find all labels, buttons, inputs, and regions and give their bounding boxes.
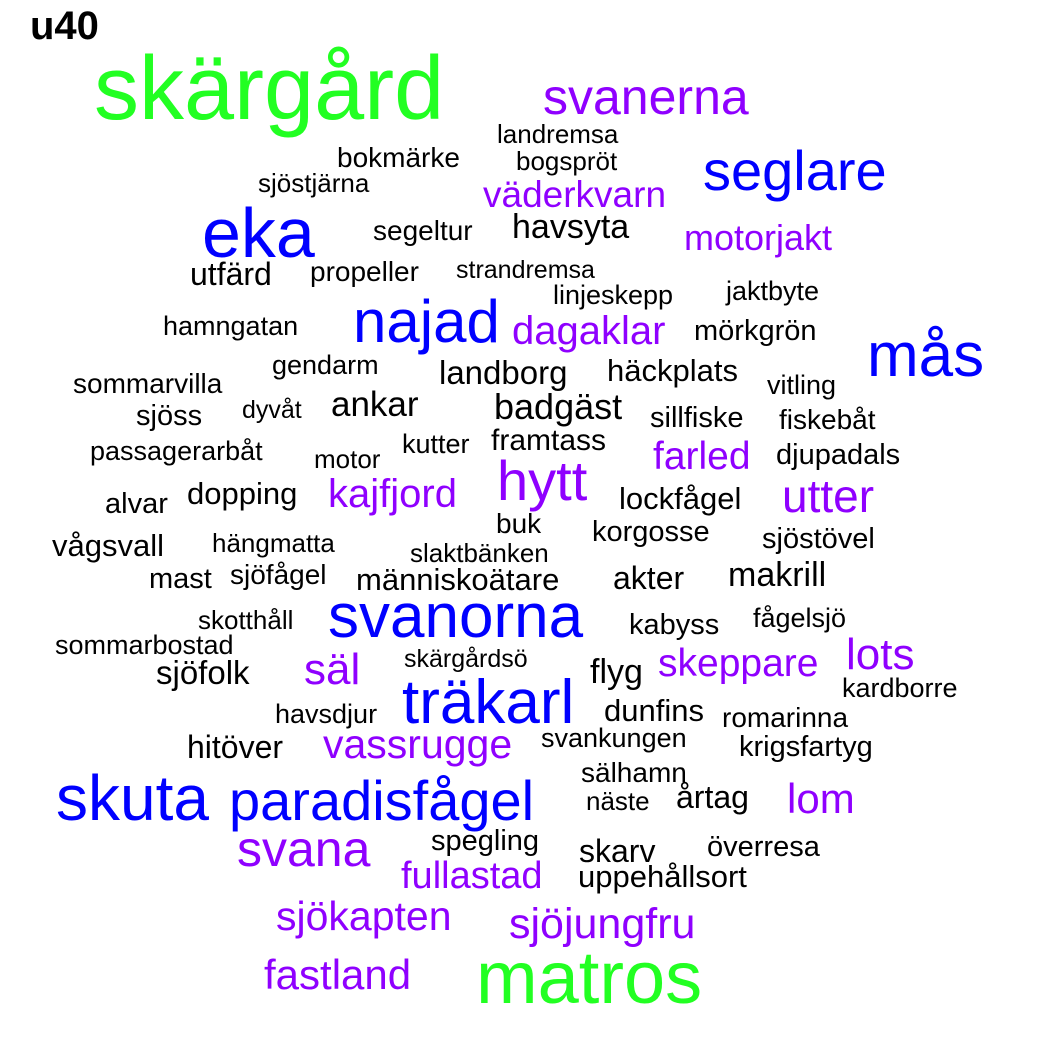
cloud-word: landremsa — [497, 119, 619, 149]
cloud-word: årtag — [676, 779, 749, 815]
cloud-word: framtass — [491, 424, 607, 457]
cloud-word: alvar — [105, 488, 168, 520]
cloud-word: sjöjungfru — [509, 900, 696, 948]
cloud-word: mörkgrön — [694, 315, 817, 347]
cloud-word: häckplats — [607, 353, 738, 388]
cloud-word: utter — [782, 470, 875, 522]
cloud-word: dunfins — [604, 693, 704, 728]
cloud-word: skärgårdsö — [404, 645, 528, 673]
cloud-word: vitling — [767, 370, 837, 400]
cloud-word: slaktbänken — [410, 538, 549, 568]
cloud-word: paradisfågel — [229, 769, 535, 832]
cloud-word: motor — [314, 444, 381, 474]
cloud-word: lockfågel — [619, 481, 742, 516]
cloud-word: korgosse — [592, 516, 710, 548]
cloud-word: farled — [653, 435, 751, 478]
cloud-word: sjöss — [136, 400, 203, 432]
cloud-word: kardborre — [842, 673, 958, 703]
cloud-title: u40 — [30, 4, 99, 48]
cloud-word: seglare — [703, 139, 887, 202]
cloud-word: vassrugge — [323, 721, 513, 767]
cloud-word: svanorna — [328, 582, 584, 651]
cloud-word: havsyta — [512, 208, 630, 246]
cloud-word: hytt — [497, 449, 588, 512]
cloud-word: propeller — [310, 256, 419, 287]
cloud-word: sjöfolk — [156, 654, 250, 691]
cloud-word: sillfiske — [650, 402, 744, 434]
cloud-word: kutter — [402, 429, 470, 459]
cloud-word: ankar — [331, 385, 419, 424]
cloud-word: gendarm — [272, 350, 379, 380]
cloud-word: dopping — [187, 476, 298, 511]
cloud-word: makrill — [728, 556, 827, 594]
cloud-word: sommarvilla — [73, 368, 223, 399]
cloud-word: skeppare — [658, 642, 819, 685]
cloud-word: träkarl — [402, 668, 575, 737]
cloud-word: bokmärke — [337, 142, 460, 173]
cloud-word: hängmatta — [212, 528, 335, 558]
cloud-word: uppehållsort — [578, 859, 747, 894]
cloud-word: eka — [202, 194, 315, 272]
cloud-word: säl — [304, 645, 361, 694]
cloud-word: sjöstövel — [762, 523, 875, 555]
cloud-word: utfärd — [190, 256, 272, 292]
cloud-word: krigsfartyg — [739, 731, 873, 763]
cloud-word: lom — [787, 775, 855, 822]
cloud-word: mås — [867, 321, 985, 390]
cloud-word: fastland — [264, 951, 412, 998]
cloud-word: segeltur — [373, 215, 473, 246]
cloud-word: sjöfågel — [230, 559, 327, 590]
cloud-word: hamngatan — [163, 311, 299, 341]
cloud-word: näste — [586, 786, 650, 816]
cloud-word: sälhamn — [581, 757, 687, 788]
cloud-word: fågelsjö — [753, 603, 847, 633]
cloud-word: kajfjord — [328, 472, 457, 516]
cloud-word: skärgård — [94, 39, 445, 139]
cloud-word: akter — [613, 560, 685, 596]
cloud-word: svanerna — [543, 69, 749, 125]
cloud-word: kabyss — [629, 609, 720, 641]
cloud-word: sjöstjärna — [258, 168, 370, 198]
cloud-word: överresa — [707, 831, 820, 863]
cloud-word: sommarbostad — [55, 630, 234, 660]
cloud-word: buk — [496, 508, 542, 539]
cloud-word: väderkvarn — [483, 174, 667, 215]
cloud-word: sjökapten — [276, 893, 452, 939]
cloud-word: najad — [353, 288, 500, 355]
cloud-word: svana — [237, 821, 371, 877]
cloud-word: svankungen — [541, 723, 687, 753]
cloud-word: fiskebåt — [779, 404, 876, 435]
cloud-word: fullastad — [401, 855, 543, 897]
cloud-word: hitöver — [187, 729, 284, 765]
cloud-word: vågsvall — [52, 528, 164, 563]
cloud-word: människoätare — [356, 562, 560, 597]
cloud-word: passagerarbåt — [90, 436, 263, 466]
cloud-word: romarinna — [722, 702, 849, 733]
cloud-word: linjeskepp — [553, 280, 674, 310]
cloud-word: strandremsa — [456, 256, 595, 284]
cloud-word: havsdjur — [275, 699, 378, 729]
cloud-word: skotthåll — [198, 605, 294, 635]
cloud-word: skarv — [579, 833, 656, 869]
cloud-word: badgäst — [494, 386, 623, 427]
cloud-word: bogspröt — [516, 146, 618, 176]
cloud-word: spegling — [431, 825, 540, 857]
cloud-word: motorjakt — [684, 217, 833, 258]
cloud-word: matros — [476, 936, 703, 1019]
cloud-word: landborg — [439, 354, 568, 391]
cloud-word: dyvåt — [242, 396, 302, 424]
cloud-word: dagaklar — [512, 309, 666, 353]
cloud-word: jaktbyte — [726, 276, 820, 306]
cloud-word: mast — [149, 563, 212, 595]
cloud-word: skuta — [56, 762, 209, 834]
cloud-word: flyg — [590, 653, 643, 691]
cloud-word: lots — [846, 630, 915, 679]
cloud-word: djupadals — [776, 439, 901, 471]
